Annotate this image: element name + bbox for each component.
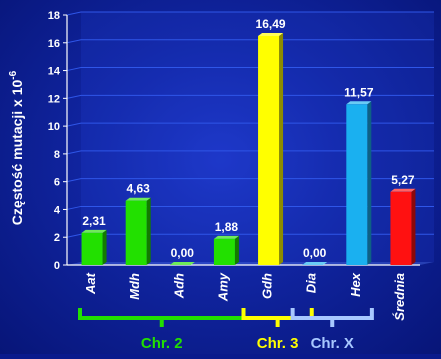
y-axis-title: Częstość mutacji x 10-6: [8, 70, 25, 225]
y-axis-title-exponent: -6: [8, 70, 19, 79]
group-chr-3: Chr. 3: [241, 308, 314, 352]
bar-aat: [81, 229, 107, 265]
y-gridline: [66, 205, 434, 210]
category-label: Hex: [348, 272, 363, 297]
value-label: 5,27: [391, 173, 415, 187]
value-label: 2,31: [82, 214, 106, 228]
group-layer: Chr. 2 Chr. 3 Chr. X: [78, 308, 374, 352]
group-label: Chr. X: [311, 335, 354, 352]
bar-mdh: [125, 197, 151, 265]
group-chr-x: Chr. X: [290, 308, 374, 352]
value-label: 1,88: [215, 220, 239, 234]
y-gridline: [66, 11, 434, 16]
group-bracket: [78, 308, 246, 327]
bar-side-face: [102, 229, 107, 265]
y-gridline: [66, 233, 434, 238]
y-tick-label: 8: [54, 149, 60, 161]
bar-gdh: [258, 32, 284, 265]
bar-amy: [213, 235, 239, 265]
bar-front-face: [258, 35, 280, 265]
category-label: Aat: [83, 272, 98, 295]
value-label: 4,63: [127, 182, 151, 196]
group-bracket: [241, 308, 314, 327]
plot-back-wall: [81, 12, 434, 262]
bar-dia: [302, 262, 328, 265]
bar-top-face: [81, 229, 107, 233]
y-axis-title-text: Częstość mutacji x 10: [9, 79, 25, 225]
grid-layer: [66, 11, 434, 265]
y-tick-label: 10: [48, 121, 60, 133]
y-gridline: [66, 150, 434, 155]
bar-front-face: [390, 191, 412, 265]
y-tick-label: 6: [54, 177, 60, 189]
category-label: Dia: [304, 273, 319, 293]
category-label: Amy: [215, 272, 230, 302]
group-bracket: [290, 308, 374, 327]
value-label: 11,57: [344, 85, 374, 99]
y-tick-label: 0: [54, 260, 60, 272]
group-label: Chr. 2: [141, 335, 183, 352]
bar-side-face: [146, 197, 151, 265]
y-tick-label: 2: [54, 232, 60, 244]
group-chr-2: Chr. 2: [78, 308, 246, 352]
group-label: Chr. 3: [257, 335, 299, 352]
label-layer: 2,31 Aat 4,63 Mdh 0,00 Adh 1,88 Amy 16,49 Gdh 0,00…: [82, 17, 415, 321]
y-gridline: [66, 94, 434, 99]
y-tick-label: 4: [54, 204, 61, 216]
category-label: Średnia: [392, 273, 407, 321]
y-gridline: [66, 39, 434, 44]
bar-top-face: [346, 101, 372, 105]
bar-hex: [346, 101, 372, 265]
y-tick-label: 12: [48, 93, 60, 105]
bar-front-face: [125, 200, 147, 265]
bar-adh: [169, 262, 195, 265]
category-label: Gdh: [260, 273, 275, 299]
bar-średnia: [390, 188, 416, 265]
y-tick-label: 14: [48, 66, 61, 78]
category-label: Adh: [171, 273, 186, 299]
bar-side-face: [279, 32, 284, 265]
bar-side-face: [234, 235, 239, 265]
y-tick-label: 18: [48, 10, 60, 22]
value-label: 0,00: [171, 246, 195, 260]
bar-top-face: [258, 32, 284, 36]
value-label: 16,49: [256, 17, 286, 31]
value-label: 0,00: [303, 246, 327, 260]
y-gridline: [66, 122, 434, 127]
bar-front-face: [81, 232, 103, 265]
bar-side-face: [411, 188, 416, 265]
y-gridline: [66, 178, 434, 183]
bar-front-face: [346, 104, 368, 265]
bar-front-face: [213, 238, 235, 265]
bar-top-face: [302, 262, 328, 265]
bar-side-face: [367, 101, 372, 265]
category-label: Mdh: [127, 273, 142, 300]
bar-layer: [81, 32, 416, 265]
bar-top-face: [125, 197, 151, 201]
plot-floor: [67, 262, 434, 265]
bar-top-face: [169, 262, 195, 265]
y-tick-label: 16: [48, 38, 60, 50]
y-gridline: [66, 67, 434, 72]
bar-top-face: [213, 235, 239, 239]
bar-top-face: [390, 188, 416, 192]
